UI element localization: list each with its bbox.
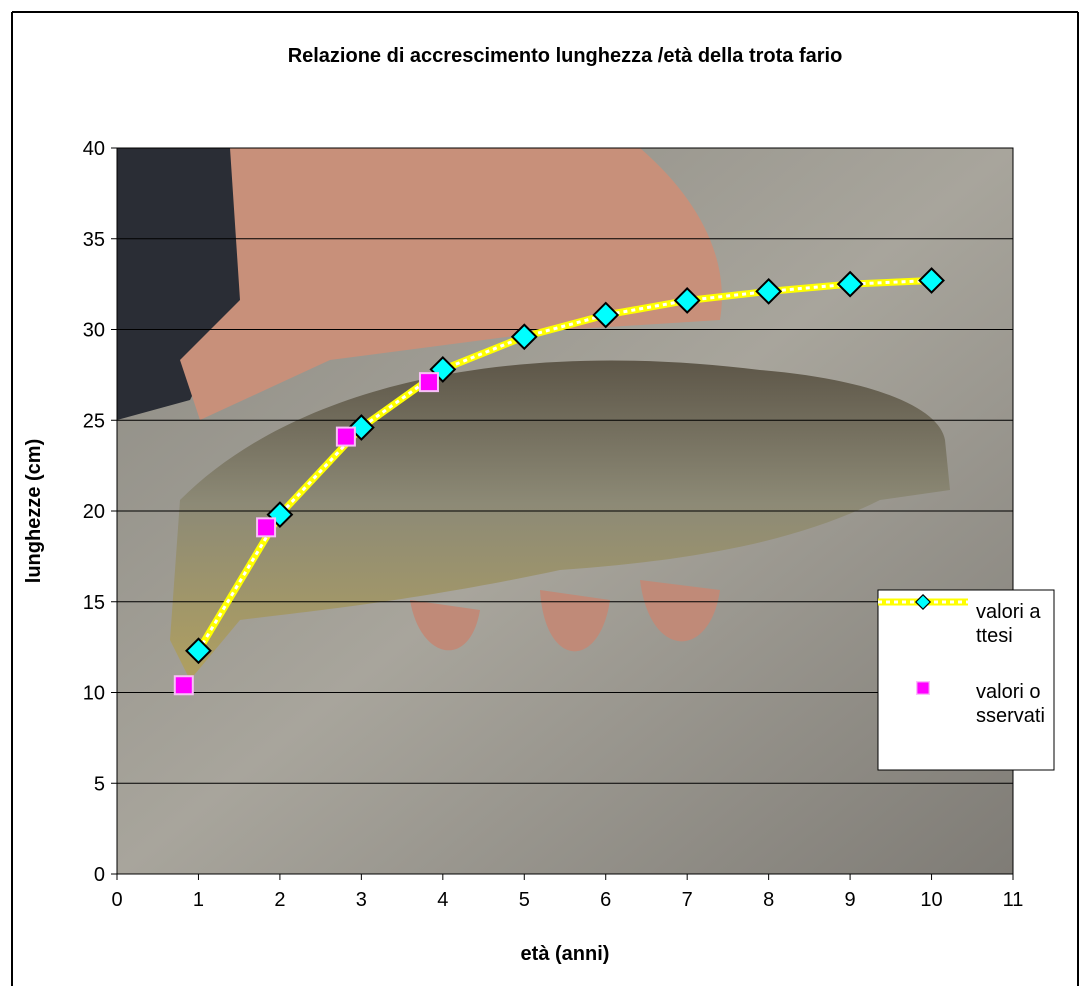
data-point — [755, 277, 783, 305]
chart-title: Relazione di accrescimento lunghezza /et… — [288, 45, 843, 67]
y-tick-label: 10 — [83, 683, 105, 705]
x-tick-label: 6 — [600, 889, 611, 911]
data-point — [266, 501, 294, 529]
data-point — [256, 517, 277, 538]
y-tick-label: 20 — [83, 501, 105, 523]
y-tick-label: 0 — [94, 864, 105, 886]
x-tick-label: 2 — [274, 889, 285, 911]
legend-label: valori attesi — [976, 601, 1041, 647]
data-point — [836, 270, 864, 298]
y-tick-label: 40 — [83, 138, 105, 160]
x-tick-label: 8 — [763, 889, 774, 911]
data-point — [335, 426, 356, 447]
y-tick-label: 30 — [83, 320, 105, 342]
x-tick-label: 7 — [682, 889, 693, 911]
legend-label: valori osservati — [976, 681, 1045, 727]
data-point — [173, 675, 194, 696]
legend-box — [877, 589, 1055, 771]
data-point — [185, 637, 212, 665]
data-point — [418, 372, 439, 393]
y-tick-label: 35 — [83, 229, 105, 251]
data-point — [429, 356, 457, 383]
data-point — [673, 287, 701, 314]
legend-marker — [914, 593, 932, 611]
y-tick-label: 15 — [83, 592, 105, 614]
legend-marker — [915, 680, 930, 695]
x-tick-label: 1 — [193, 889, 204, 911]
x-tick-label: 5 — [519, 889, 530, 911]
data-point — [510, 323, 538, 351]
x-axis-label: età (anni) — [521, 943, 610, 965]
y-tick-label: 5 — [94, 773, 105, 795]
x-tick-label: 0 — [111, 889, 122, 911]
x-tick-label: 4 — [437, 889, 448, 911]
data-point — [592, 301, 620, 329]
x-tick-label: 11 — [1003, 889, 1024, 911]
x-tick-label: 9 — [845, 889, 856, 911]
series-line-dash — [197, 278, 932, 652]
x-tick-label: 10 — [920, 889, 942, 911]
data-point — [918, 267, 945, 294]
y-tick-label: 25 — [83, 410, 105, 432]
y-axis-label: lunghezze (cm) — [23, 439, 45, 583]
x-tick-label: 3 — [356, 889, 367, 911]
